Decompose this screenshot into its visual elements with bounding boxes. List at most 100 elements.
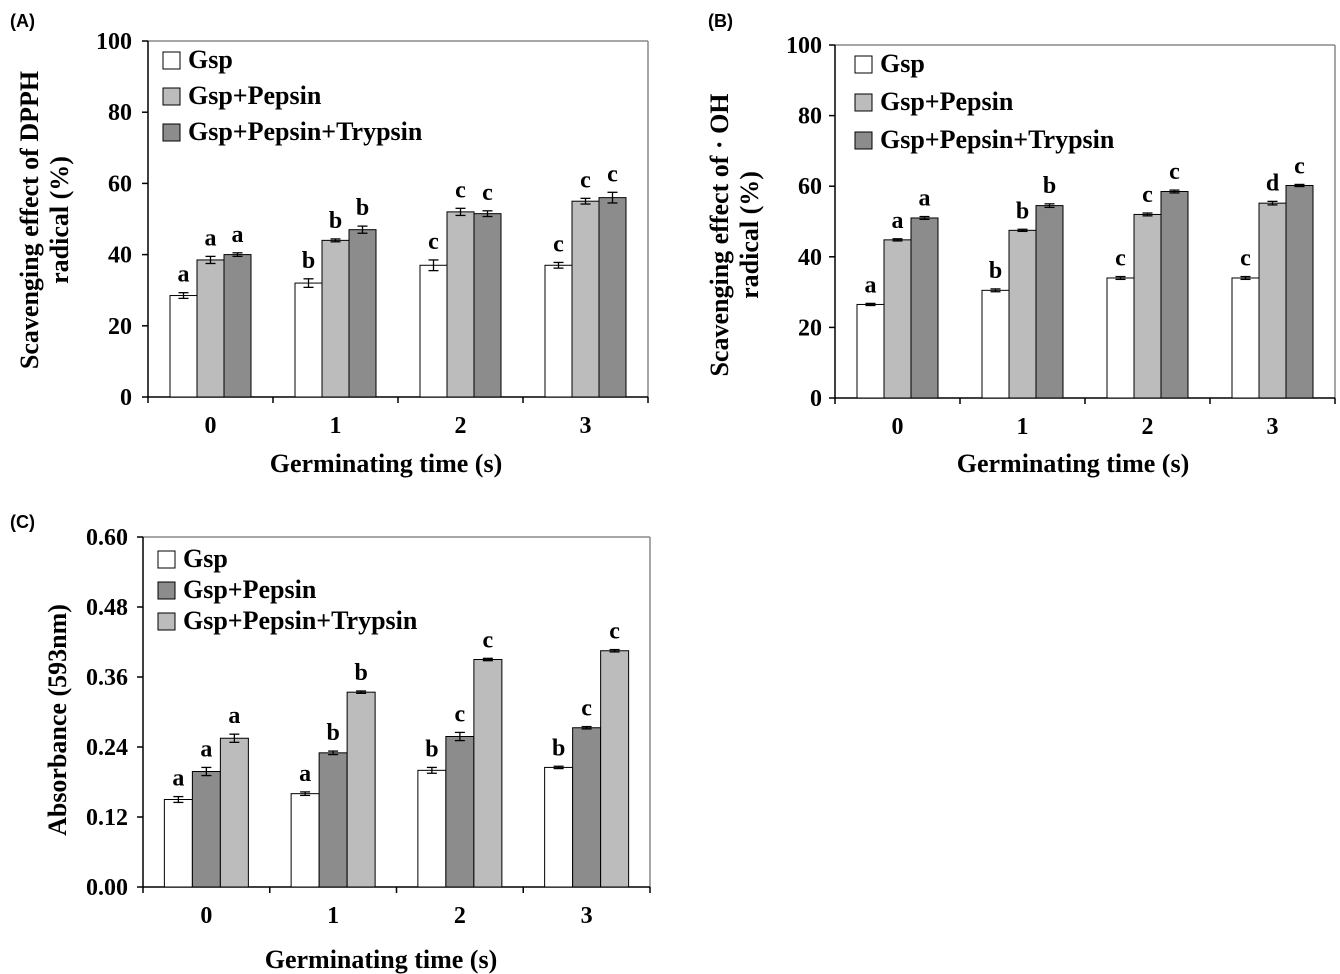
bar <box>910 217 939 399</box>
legend-label: Gsp <box>188 45 233 74</box>
significance-letter: c <box>1169 159 1180 185</box>
y-tick-label: 0.24 <box>86 735 128 761</box>
significance-letter: a <box>205 225 217 251</box>
legend-label: Gsp+Pepsin <box>880 87 1014 116</box>
significance-letter: b <box>329 208 342 234</box>
bar <box>1231 277 1260 399</box>
bar <box>346 691 376 888</box>
significance-letter: c <box>553 231 564 257</box>
bar <box>1106 277 1135 399</box>
bar <box>417 769 447 888</box>
significance-letter: a <box>232 222 244 248</box>
bar <box>883 239 912 399</box>
legend-swatch <box>162 87 181 106</box>
x-axis-label: Germinating time (s) <box>265 945 498 974</box>
legend-swatch <box>157 550 176 569</box>
x-tick-label: 0 <box>892 414 904 440</box>
y-tick-label: 60 <box>108 171 132 197</box>
x-tick-label: 0 <box>200 903 212 929</box>
bar <box>348 229 377 398</box>
significance-letter: d <box>1266 170 1280 196</box>
x-axis-label: Germinating time (s) <box>270 449 503 478</box>
bar <box>223 254 252 398</box>
x-tick-label: 3 <box>580 413 592 439</box>
y-tick-label: 100 <box>96 29 132 55</box>
significance-letter: c <box>581 696 592 722</box>
y-tick-label: 80 <box>108 100 132 126</box>
panel-label: (A) <box>10 11 35 31</box>
y-tick-label: 0.60 <box>86 525 128 551</box>
x-tick-label: 2 <box>454 903 466 929</box>
legend-label: Gsp+Pepsin+Trypsin <box>188 117 423 146</box>
significance-letter: c <box>1142 182 1153 208</box>
y-tick-label: 20 <box>108 314 132 340</box>
x-tick-label: 1 <box>327 903 339 929</box>
significance-letter: b <box>989 258 1002 284</box>
significance-letter: a <box>228 703 240 729</box>
bar <box>1133 213 1162 399</box>
bar <box>290 793 320 888</box>
bar <box>1285 184 1314 399</box>
bar <box>445 736 475 888</box>
legend-swatch <box>854 55 873 74</box>
bar <box>1035 205 1064 399</box>
significance-letter: b <box>326 720 339 746</box>
significance-letter: b <box>1016 198 1029 224</box>
significance-letter: a <box>865 272 877 298</box>
x-tick-label: 3 <box>581 903 593 929</box>
y-axis-label: Absorbance (593nm) <box>43 604 72 836</box>
significance-letter: c <box>482 180 493 206</box>
bar <box>1258 202 1287 399</box>
bar <box>856 303 885 399</box>
significance-letter: c <box>1240 246 1251 272</box>
y-tick-label: 0.48 <box>86 595 128 621</box>
bar <box>473 659 503 888</box>
bar <box>1008 229 1037 399</box>
significance-letter: b <box>1043 173 1056 199</box>
bar <box>544 766 574 888</box>
significance-letter: c <box>455 701 466 727</box>
bar <box>318 752 348 888</box>
significance-letter: a <box>200 736 212 762</box>
y-tick-label: 60 <box>798 174 822 200</box>
bar <box>163 799 193 888</box>
significance-letter: b <box>356 195 369 221</box>
significance-letter: b <box>425 736 438 762</box>
y-tick-label: 0 <box>810 386 822 412</box>
y-tick-label: 100 <box>786 33 822 59</box>
significance-letter: a <box>172 766 184 792</box>
x-tick-label: 2 <box>455 413 467 439</box>
y-axis-label: Scavenging effect of · OH <box>705 93 734 376</box>
significance-letter: c <box>580 167 591 193</box>
bar <box>219 737 249 888</box>
bar <box>600 650 630 888</box>
y-tick-label: 0.12 <box>86 805 128 831</box>
bar <box>598 197 627 398</box>
y-axis-label: radical (%) <box>735 171 764 299</box>
significance-letter: a <box>178 262 190 288</box>
legend-swatch <box>854 93 873 112</box>
bar <box>446 211 475 398</box>
significance-letter: c <box>1115 246 1126 272</box>
panel-label: (C) <box>10 512 35 532</box>
significance-letter: c <box>483 627 494 653</box>
legend-swatch <box>157 581 176 600</box>
bar <box>571 200 600 398</box>
bar <box>544 264 573 398</box>
bar <box>473 213 502 398</box>
legend-label: Gsp+Pepsin+Trypsin <box>880 125 1115 154</box>
legend-label: Gsp+Pepsin+Trypsin <box>183 606 418 635</box>
legend-swatch <box>854 131 873 150</box>
bar <box>321 239 350 398</box>
x-tick-label: 3 <box>1267 414 1279 440</box>
bar <box>169 295 198 398</box>
y-tick-label: 0.00 <box>86 875 128 901</box>
y-tick-label: 0 <box>120 385 132 411</box>
y-tick-label: 0.36 <box>86 665 128 691</box>
y-tick-label: 40 <box>108 243 132 269</box>
x-tick-label: 1 <box>1017 414 1029 440</box>
significance-letter: a <box>892 208 904 234</box>
y-tick-label: 40 <box>798 245 822 271</box>
